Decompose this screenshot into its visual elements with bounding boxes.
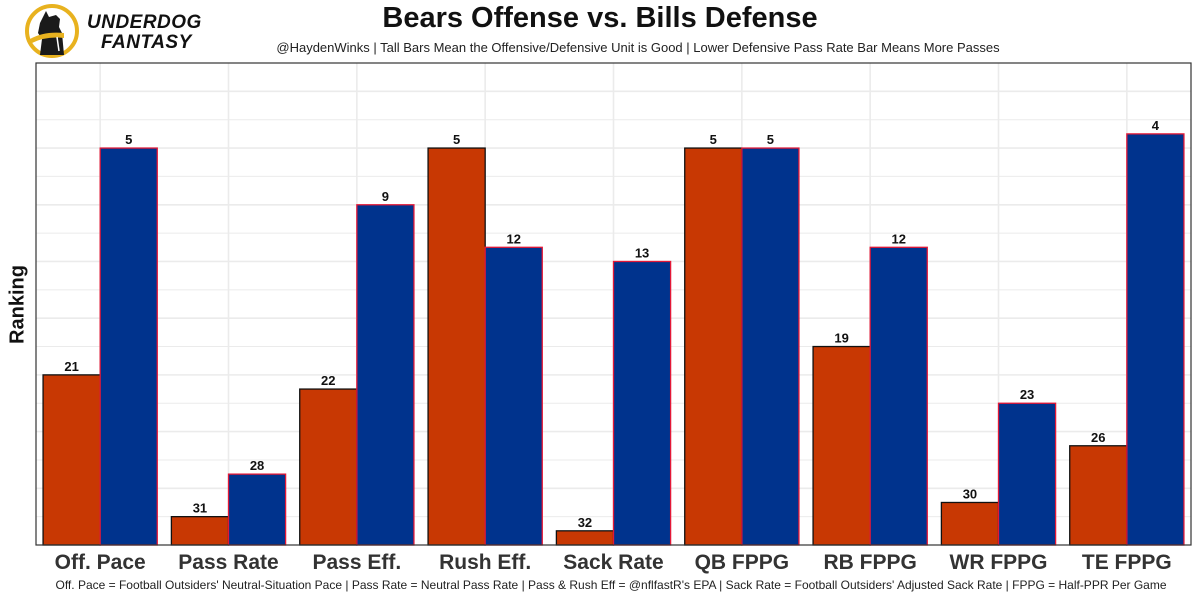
bar-offense	[42, 374, 101, 546]
value-label-defense: 5	[125, 132, 132, 147]
category-label: QB FPPG	[695, 551, 790, 574]
underdog-logo-icon	[25, 4, 79, 58]
bar-offense	[170, 515, 230, 546]
value-label-offense: 19	[834, 331, 848, 346]
category-label: WR FPPG	[950, 551, 1048, 574]
value-label-defense: 9	[382, 189, 389, 204]
value-label-defense: 5	[767, 132, 774, 147]
bars	[42, 133, 1185, 546]
bar-offense	[427, 147, 486, 546]
value-label-offense: 22	[321, 373, 335, 388]
value-label-defense: 4	[1152, 118, 1160, 133]
bar-defense	[997, 402, 1057, 546]
value-label-defense: 23	[1020, 387, 1034, 402]
value-label-defense: 12	[891, 231, 905, 246]
value-label-offense: 5	[453, 132, 460, 147]
brand-name-line1: UNDERDOG	[87, 12, 202, 33]
category-label: Pass Eff.	[312, 551, 401, 574]
value-labels: 21 5 31 28 22 9 5 12 32 13 5 5 19 12 30 23 26 4	[64, 118, 1159, 530]
plot-panel-border	[35, 62, 1192, 546]
bar-defense	[741, 147, 800, 546]
value-label-offense: 32	[578, 515, 592, 530]
bar-offense	[940, 501, 1000, 546]
value-label-defense: 12	[506, 231, 520, 246]
bar-offense	[555, 530, 615, 546]
category-label: Pass Rate	[178, 551, 278, 574]
bar-defense	[484, 246, 543, 546]
bar-defense	[356, 204, 415, 546]
bar-defense	[869, 246, 928, 546]
category-label: TE FPPG	[1082, 551, 1172, 574]
category-labels: Off. Pace Pass Rate Pass Eff. Rush Eff. Sack…	[55, 551, 1172, 574]
category-label: Sack Rate	[563, 551, 663, 574]
category-label: Off. Pace	[55, 551, 146, 574]
value-label-offense: 30	[963, 486, 977, 501]
brand-name-line2: FANTASY	[101, 32, 192, 53]
chart-title: Bears Offense vs. Bills Defense	[382, 2, 818, 34]
value-label-offense: 31	[193, 501, 207, 516]
value-label-offense: 21	[64, 359, 78, 374]
bar-defense	[1126, 133, 1185, 546]
value-label-defense: 28	[250, 458, 264, 473]
value-label-offense: 26	[1091, 430, 1105, 445]
bar-offense	[684, 147, 743, 546]
bar-defense	[612, 260, 672, 546]
bar-offense	[812, 345, 871, 546]
chart-subtitle: @HaydenWinks | Tall Bars Mean the Offens…	[276, 40, 1000, 55]
value-label-defense: 13	[635, 245, 649, 260]
category-label: RB FPPG	[823, 551, 916, 574]
bar-defense	[227, 473, 287, 546]
bar-defense	[99, 147, 158, 546]
category-label: Rush Eff.	[439, 551, 531, 574]
value-label-offense: 5	[710, 132, 717, 147]
bar-offense	[1069, 445, 1128, 546]
bar-offense	[299, 388, 358, 546]
chart-caption: Off. Pace = Football Outsiders' Neutral-…	[55, 578, 1167, 592]
